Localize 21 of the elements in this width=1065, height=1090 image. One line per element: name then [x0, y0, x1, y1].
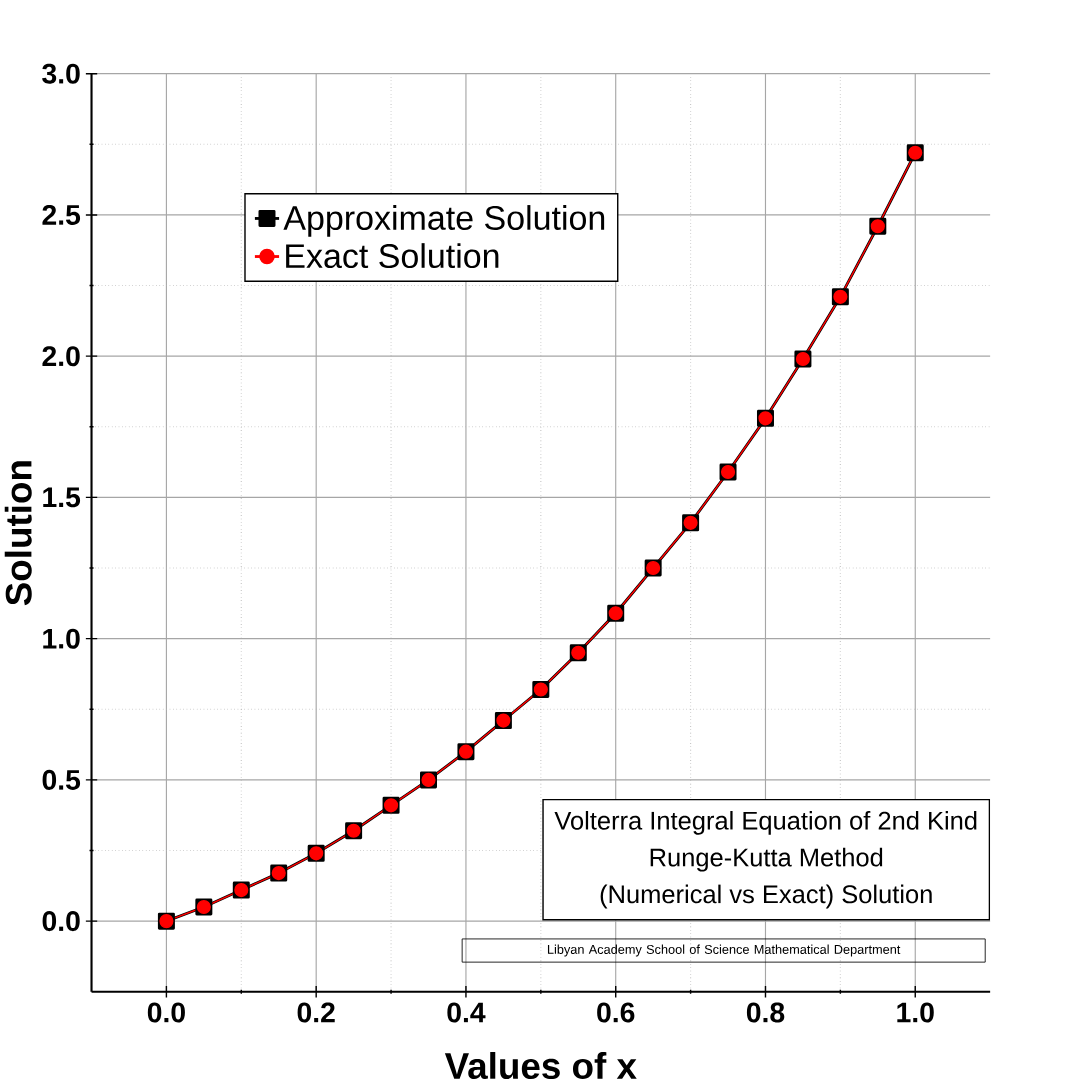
y-tick-label: 3.0: [42, 63, 80, 84]
x-tick-label: 1.0: [897, 1002, 934, 1023]
annotation: Libyan Academy School of Science Mathematical Department: [547, 944, 901, 957]
y-tick-label: 0.0: [42, 911, 80, 932]
legend-label: Approximate Solution: [283, 205, 605, 237]
y-axis-title: Solution: [4, 461, 32, 606]
annotation: Volterra Integral Equation of 2nd Kind: [554, 810, 977, 835]
x-tick-label: 0.4: [447, 1002, 486, 1023]
y-tick-label: 1.5: [43, 487, 81, 508]
y-tick-label: 0.5: [42, 769, 81, 790]
x-axis-title: Values of x: [444, 1052, 637, 1080]
y-tick-label: 1.0: [43, 628, 80, 649]
x-tick-label: 0.2: [297, 1002, 335, 1023]
x-tick-label: 0.8: [746, 1002, 785, 1023]
annotation: (Numerical vs Exact) Solution: [600, 884, 932, 909]
y-tick-label: 2.0: [42, 346, 80, 367]
x-tick-label: 0.6: [597, 1002, 635, 1023]
annotation: Runge-Kutta Method: [650, 847, 883, 872]
y-tick-label: 2.5: [42, 204, 81, 225]
x-tick-label: 0.0: [147, 1002, 185, 1023]
legend-label: Exact Solution: [286, 243, 499, 269]
